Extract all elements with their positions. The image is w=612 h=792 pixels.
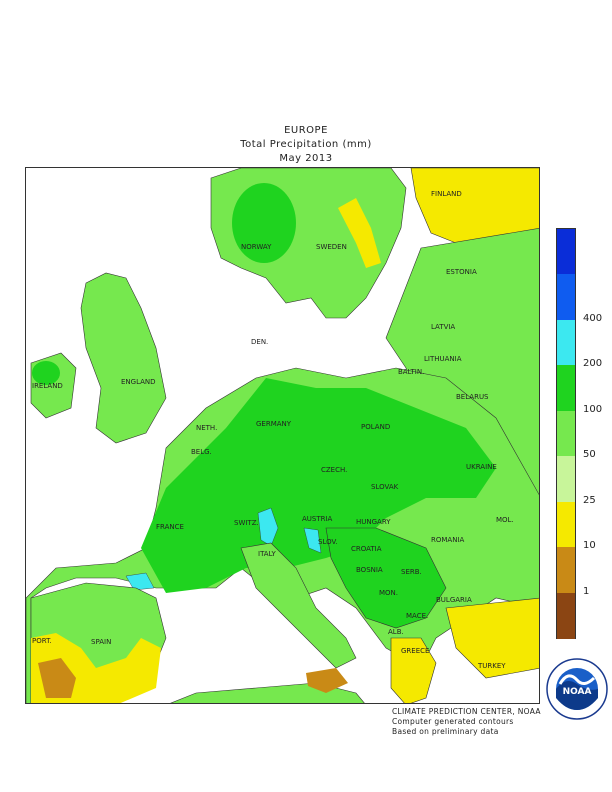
label-ireland: IRELAND <box>32 382 63 390</box>
legend-band <box>557 274 575 321</box>
label-mol: MOL. <box>496 516 514 524</box>
legend-band <box>557 229 575 275</box>
label-greece: GREECE <box>401 647 430 655</box>
region-greece <box>390 637 437 703</box>
footer-note-contours: Computer generated contours <box>392 717 514 726</box>
label-poland: POLAND <box>361 423 391 431</box>
region-iberia-tan <box>38 658 76 698</box>
region-north-africa-tan <box>306 668 348 693</box>
legend-label: 1 <box>583 585 590 597</box>
label-belarus: BELARUS <box>456 393 489 401</box>
region-italy <box>240 542 357 669</box>
label-ukraine: UKRAINE <box>466 463 497 471</box>
region-dinaric-cyan <box>303 527 322 554</box>
label-belg: BELG. <box>191 448 212 456</box>
region-britain <box>80 272 167 444</box>
label-latvia: LATVIA <box>431 323 456 331</box>
legend-label: 400 <box>583 312 603 324</box>
label-mace: MACE. <box>406 612 429 620</box>
footer-source: CLIMATE PREDICTION CENTER, NOAA <box>392 707 541 716</box>
legend-label: 25 <box>583 494 596 506</box>
legend-band <box>557 592 575 639</box>
label-neth: NETH. <box>196 424 218 432</box>
label-hungary: HUNGARY <box>356 518 391 526</box>
label-england: ENGLAND <box>121 378 156 386</box>
label-slovak: SLOVAK <box>371 483 399 491</box>
footer-note-data: Based on preliminary data <box>392 727 499 736</box>
label-switz: SWITZ. <box>234 519 259 527</box>
legend-band <box>557 501 575 548</box>
region-balkans <box>325 527 447 629</box>
legend-label: 10 <box>583 540 596 552</box>
label-bosnia: BOSNIA <box>356 566 383 574</box>
region-sweden-yellow <box>338 198 381 268</box>
label-romania: ROMANIA <box>431 536 465 544</box>
map-title-region: EUROPE <box>284 125 328 136</box>
label-spain: SPAIN <box>91 638 112 646</box>
map-svg <box>26 168 539 703</box>
legend-band <box>557 456 575 503</box>
legend-band <box>557 365 575 412</box>
legend-band <box>557 547 575 594</box>
label-finland: FINLAND <box>431 190 462 198</box>
label-germany: GERMANY <box>256 420 292 428</box>
label-port: PORT. <box>32 637 52 645</box>
label-austria: AUSTRIA <box>302 515 333 523</box>
region-pyrenees-cyan <box>125 572 155 591</box>
legend-label: 100 <box>583 403 603 415</box>
label-alb: ALB. <box>388 628 404 636</box>
region-central-heavy <box>141 378 496 593</box>
label-estonia: ESTONIA <box>446 268 477 276</box>
label-bulgaria: BULGARIA <box>436 596 472 604</box>
label-croatia: CROATIA <box>351 545 382 553</box>
region-turkey <box>445 597 539 679</box>
legend-band <box>557 319 575 366</box>
legend-label: 200 <box>583 358 603 370</box>
label-sweden: SWEDEN <box>316 243 347 251</box>
precipitation-legend <box>556 228 576 639</box>
label-france: FRANCE <box>156 523 184 531</box>
map-title-variable: Total Precipitation (mm) <box>240 139 372 150</box>
label-turkey: TURKEY <box>478 662 506 670</box>
noaa-logo: NOAA <box>546 658 608 720</box>
map-title-period: May 2013 <box>279 153 333 164</box>
label-mon: MON. <box>379 589 399 597</box>
label-serb: SERB. <box>401 568 422 576</box>
label-baltic: BALTIN. <box>398 368 425 376</box>
precipitation-map: FINLAND NORWAY SWEDEN ESTONIA LATVIA LIT… <box>25 167 540 704</box>
label-den: DEN. <box>251 338 269 346</box>
region-norway-core <box>232 183 296 263</box>
region-alps-cyan <box>257 507 279 547</box>
label-czech: CZECH. <box>321 466 348 474</box>
legend-label: 50 <box>583 449 596 461</box>
label-italy: ITALY <box>258 550 276 558</box>
legend-band <box>557 410 575 457</box>
label-norway: NORWAY <box>241 243 272 251</box>
label-lithuania: LITHUANIA <box>424 355 462 363</box>
label-slov: SLOV. <box>318 538 338 546</box>
region-ireland-core <box>32 361 60 385</box>
svg-text:NOAA: NOAA <box>563 687 592 697</box>
